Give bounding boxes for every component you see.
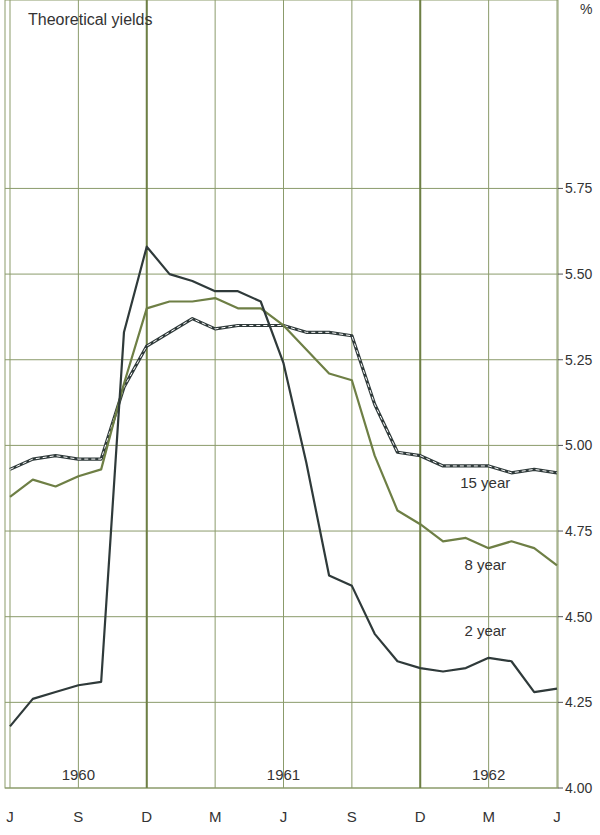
tick-label: 5.25 <box>565 352 592 368</box>
tick-mark <box>558 274 563 275</box>
tick-label: M <box>482 808 495 825</box>
tick-mark <box>558 531 563 532</box>
series-label: 2 year <box>464 622 506 639</box>
grid-line <box>10 0 11 788</box>
year-label: 1960 <box>62 766 95 783</box>
tick-label: J <box>553 808 561 825</box>
tick-label: 5.75 <box>565 180 592 196</box>
grid-line <box>5 188 558 189</box>
grid-line <box>5 445 558 446</box>
tick-label: 4.25 <box>565 694 592 710</box>
series-label: 8 year <box>464 556 506 573</box>
tick-mark <box>558 359 563 360</box>
grid-line <box>5 274 558 275</box>
series-line <box>10 247 557 727</box>
year-separator <box>146 0 148 788</box>
tick-label: D <box>415 808 426 825</box>
grid-line <box>5 702 558 703</box>
tick-mark <box>558 445 563 446</box>
grid-line <box>557 0 558 788</box>
chart: 4.00 4.25 4.50 4.75 5.00 5.25 5.50 5.75 J S D M J S D M… <box>0 0 600 835</box>
year-separator <box>419 0 421 788</box>
tick-label: J <box>6 808 14 825</box>
title: Theoretical yields <box>28 11 153 28</box>
axis-label: % <box>580 1 592 17</box>
grid-line <box>488 0 489 788</box>
grid-line <box>78 0 79 788</box>
tick-label: 5.00 <box>565 437 592 453</box>
year-label: 1962 <box>472 766 505 783</box>
plot-frame <box>5 0 558 788</box>
tick-mark <box>558 188 563 189</box>
series-line <box>10 298 557 565</box>
series-label: 15 year <box>460 474 510 491</box>
tick-label: S <box>73 808 83 825</box>
series-line <box>10 319 557 473</box>
tick-label: 4.50 <box>565 609 592 625</box>
grid-line <box>215 0 216 788</box>
grid-line <box>5 531 558 532</box>
grid-line <box>420 0 421 788</box>
grid-line <box>5 616 558 617</box>
series-group <box>10 247 557 727</box>
tick-label: D <box>141 808 152 825</box>
grid-line <box>146 0 147 788</box>
series-line-dash <box>10 319 557 473</box>
grid-line <box>5 788 558 789</box>
tick-label: 4.75 <box>565 523 592 539</box>
grid-line <box>351 0 352 788</box>
tick-mark <box>558 616 563 617</box>
tick-label: M <box>209 808 222 825</box>
tick-label: S <box>347 808 357 825</box>
tick-mark <box>558 702 563 703</box>
tick-label: 5.50 <box>565 266 592 282</box>
grid-line <box>283 0 284 788</box>
tick-label: J <box>280 808 288 825</box>
year-label: 1961 <box>267 766 300 783</box>
tick-label: 4.00 <box>565 780 592 796</box>
tick-mark <box>558 788 563 789</box>
